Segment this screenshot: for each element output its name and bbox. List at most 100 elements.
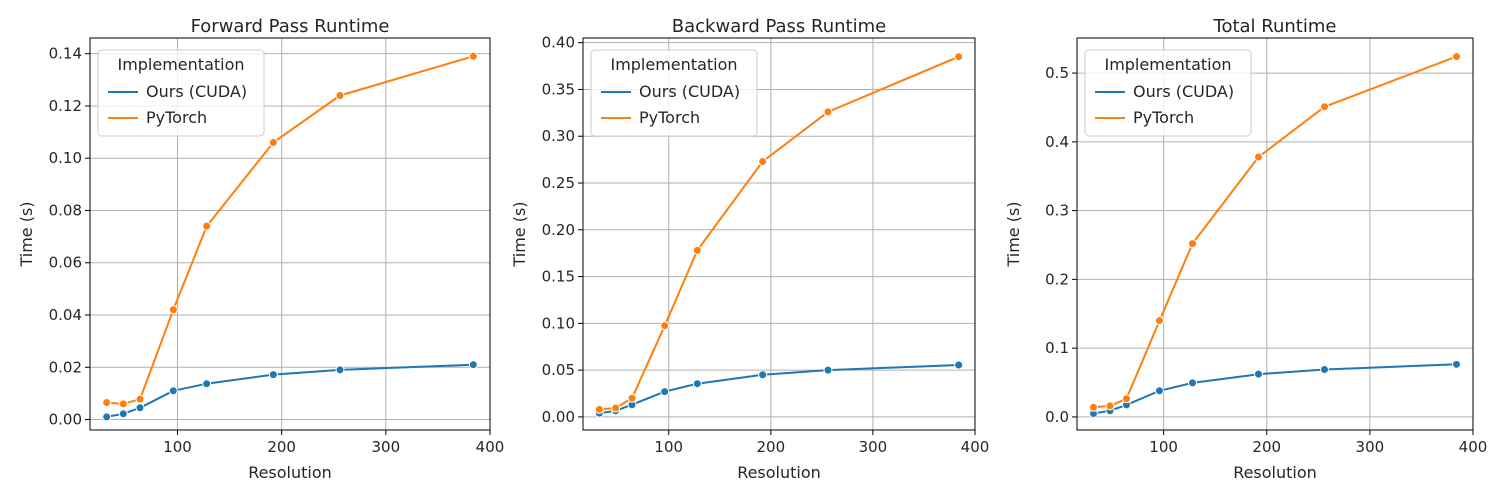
series-line-ours-cuda	[106, 363, 474, 418]
y-axis-label: Time (s)	[17, 201, 36, 267]
y-tick-label: 0.25	[542, 174, 575, 192]
legend-entry-pytorch: PyTorch	[146, 108, 207, 127]
data-point-ours-cuda	[1452, 359, 1461, 369]
y-tick-label: 0.00	[49, 411, 82, 429]
x-tick-label: 400	[961, 438, 990, 456]
x-tick-label: 100	[1149, 438, 1178, 456]
x-tick-label: 400	[1459, 438, 1488, 456]
data-point-pytorch	[594, 404, 604, 414]
data-point-pytorch	[692, 245, 702, 255]
x-tick-label: 300	[859, 438, 888, 456]
x-tick-label: 100	[654, 438, 683, 456]
data-point-ours-cuda	[268, 370, 278, 380]
data-point-pytorch	[1089, 402, 1098, 412]
y-tick-label: 0.06	[49, 254, 82, 272]
data-point-pytorch	[1254, 152, 1263, 162]
data-point-pytorch	[202, 221, 212, 231]
legend: Implementation Ours (CUDA) PyTorch	[1084, 49, 1252, 137]
y-tick-label: 0.40	[542, 34, 575, 52]
data-point-ours-cuda	[758, 370, 768, 380]
axes-frame	[89, 37, 491, 431]
x-tick-label: 200	[267, 438, 296, 456]
legend-box	[590, 49, 758, 137]
y-tick-label: 0.04	[49, 306, 82, 324]
legend-entry-ours-cuda: Ours (CUDA)	[639, 82, 740, 101]
chart-title: Total Runtime	[1213, 16, 1337, 37]
y-tick-label: 0.1	[1045, 339, 1069, 357]
y-tick-label: 0.14	[49, 45, 82, 63]
data-point-ours-cuda	[335, 365, 345, 375]
x-tick-label: 200	[1252, 438, 1281, 456]
x-axis-label: Resolution	[248, 463, 332, 482]
data-point-pytorch	[468, 51, 478, 61]
data-point-ours-cuda	[168, 386, 178, 396]
y-tick-label: 0.12	[49, 97, 82, 115]
data-point-pytorch	[335, 90, 345, 100]
data-point-pytorch	[627, 393, 637, 403]
data-point-ours-cuda	[660, 387, 670, 397]
x-axis-label: Resolution	[737, 463, 821, 482]
data-point-pytorch	[168, 305, 178, 315]
y-tick-label: 0.02	[49, 358, 82, 376]
legend-box	[1084, 49, 1252, 137]
series-line-ours-cuda	[599, 364, 959, 415]
data-point-ours-cuda	[202, 379, 212, 389]
x-tick-label: 300	[372, 438, 401, 456]
data-point-pytorch	[102, 398, 112, 408]
y-axis-label: Time (s)	[510, 201, 529, 267]
legend: Implementation Ours (CUDA) PyTorch	[97, 49, 265, 137]
data-point-ours-cuda	[135, 403, 145, 413]
data-point-pytorch	[135, 394, 145, 404]
y-tick-label: 0.35	[542, 80, 575, 98]
y-tick-label: 0.30	[542, 127, 575, 145]
x-tick-label: 300	[1356, 438, 1385, 456]
legend-entry-pytorch: PyTorch	[639, 108, 700, 127]
x-tick-label: 200	[757, 438, 786, 456]
data-point-pytorch	[1155, 316, 1164, 326]
chart-panel-2: 100 200 300 400 0.00 0.05 0.10 0.15 0.20 0.25 0.30…	[510, 16, 989, 482]
data-point-pytorch	[823, 107, 833, 117]
data-point-ours-cuda	[1320, 364, 1329, 374]
legend-entry-ours-cuda: Ours (CUDA)	[146, 82, 247, 101]
x-axis-label: Resolution	[1233, 463, 1317, 482]
y-tick-label: 0.5	[1045, 64, 1069, 82]
legend-title: Implementation	[610, 55, 737, 74]
legend-entry-pytorch: PyTorch	[1133, 108, 1194, 127]
data-point-ours-cuda	[1188, 378, 1197, 388]
chart-title: Backward Pass Runtime	[672, 16, 886, 37]
y-tick-label: 0.05	[542, 361, 575, 379]
data-point-ours-cuda	[118, 409, 128, 419]
data-point-pytorch	[118, 399, 128, 409]
chart-title: Forward Pass Runtime	[191, 16, 390, 37]
axes-frame	[582, 37, 976, 431]
data-point-pytorch	[1105, 401, 1115, 411]
chart-panel-3: 100 200 300 400 0.0 0.1 0.2 0.3 0.4 0.5 Total Runt…	[1004, 16, 1487, 482]
y-tick-label: 0.3	[1045, 202, 1069, 220]
y-tick-label: 0.0	[1045, 408, 1069, 426]
y-tick-label: 0.10	[49, 149, 82, 167]
data-point-pytorch	[1452, 52, 1461, 62]
data-point-ours-cuda	[823, 365, 833, 375]
axes-frame	[1076, 37, 1474, 431]
y-tick-label: 0.20	[542, 221, 575, 239]
y-tick-label: 0.15	[542, 268, 575, 286]
data-point-pytorch	[1188, 239, 1197, 249]
data-point-pytorch	[1320, 102, 1329, 112]
y-tick-label: 0.4	[1045, 133, 1069, 151]
data-point-pytorch	[1122, 394, 1131, 404]
legend-title: Implementation	[1104, 55, 1231, 74]
data-point-ours-cuda	[954, 360, 964, 370]
y-tick-label: 0.00	[542, 408, 575, 426]
data-point-pytorch	[268, 138, 278, 148]
data-point-pytorch	[758, 156, 768, 166]
legend-box	[97, 49, 265, 137]
data-point-ours-cuda	[692, 379, 702, 389]
y-tick-label: 0.10	[542, 314, 575, 332]
legend-title: Implementation	[117, 55, 244, 74]
x-tick-label: 100	[163, 438, 192, 456]
legend-entry-ours-cuda: Ours (CUDA)	[1133, 82, 1234, 101]
chart-panel-1: 100 200 300 400 0.00 0.02 0.04 0.06 0.08 0.10 0.12…	[17, 16, 504, 482]
series-line-ours-cuda	[1093, 363, 1457, 415]
y-tick-label: 0.08	[49, 201, 82, 219]
